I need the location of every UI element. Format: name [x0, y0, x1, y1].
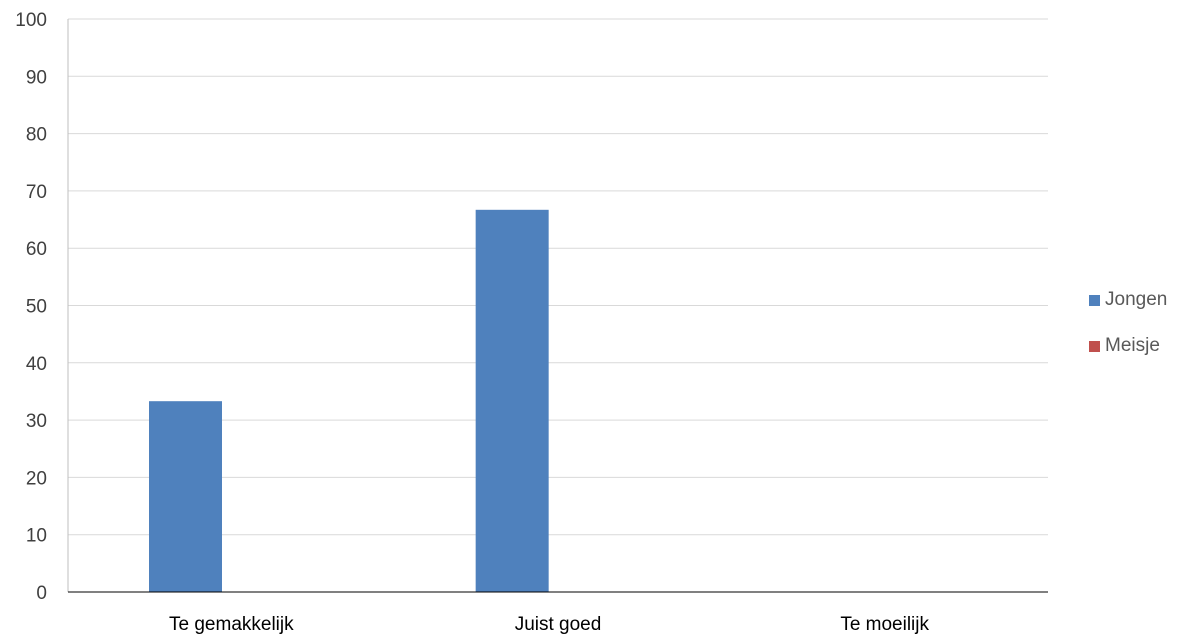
bar-jongen-0 — [149, 401, 222, 592]
y-axis-ticks: 0 10 20 30 40 50 60 70 80 90 100 — [15, 10, 47, 604]
legend-item-meisje: Meisje — [1089, 334, 1167, 358]
bar-jongen-1 — [475, 209, 549, 592]
legend: Jongen Meisje — [1089, 288, 1167, 380]
legend-swatch-meisje — [1089, 340, 1100, 352]
y-tick-label: 20 — [26, 468, 47, 489]
y-tick-label: 80 — [26, 125, 47, 146]
x-axis-categories: Te gemakkelijk Juist goed Te moeilijk — [169, 614, 929, 635]
legend-label-meisje: Meisje — [1105, 335, 1160, 356]
y-tick-label: 70 — [26, 182, 47, 203]
gridlines — [68, 18, 1048, 536]
x-category-label: Te moeilijk — [840, 614, 929, 635]
y-tick-label: 90 — [26, 67, 47, 88]
y-tick-label: 30 — [26, 411, 47, 432]
legend-item-jongen: Jongen — [1089, 288, 1167, 312]
y-tick-label: 100 — [15, 10, 47, 31]
y-tick-label: 40 — [26, 354, 47, 375]
y-tick-label: 10 — [26, 526, 47, 547]
bars — [149, 209, 549, 592]
y-tick-label: 0 — [36, 583, 47, 604]
legend-swatch-jongen — [1089, 294, 1100, 306]
y-tick-label: 60 — [26, 239, 47, 260]
y-tick-label: 50 — [26, 297, 47, 318]
x-category-label: Juist goed — [515, 614, 602, 635]
legend-label-jongen: Jongen — [1105, 289, 1168, 310]
x-category-label: Te gemakkelijk — [169, 614, 294, 635]
